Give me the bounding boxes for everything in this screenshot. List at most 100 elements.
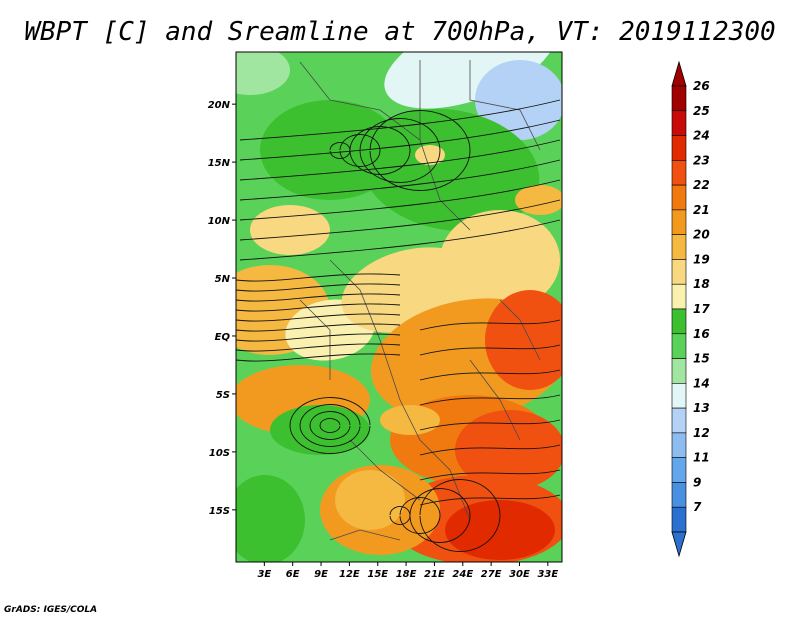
streamline <box>419 469 561 481</box>
colorbar-label: 21 <box>693 203 710 217</box>
streamline <box>409 488 471 543</box>
streamline <box>239 139 561 181</box>
colorbar-label: 23 <box>693 153 710 167</box>
streamline <box>236 323 401 332</box>
streamline <box>236 343 401 352</box>
lon-label: 24E <box>452 569 473 580</box>
streamline <box>236 283 401 292</box>
streamline <box>319 418 341 433</box>
lon-label: 18E <box>396 569 417 580</box>
streamline <box>339 134 381 167</box>
colorbar-label: 11 <box>693 451 710 465</box>
colorbar-segment <box>671 160 687 186</box>
colorbar-label: 25 <box>693 104 710 118</box>
streamline <box>329 142 351 159</box>
streamline <box>359 118 441 183</box>
colorbar-label: 24 <box>693 129 710 143</box>
lat-label: 20N <box>208 100 231 111</box>
streamline <box>419 369 561 381</box>
longitude-axis: 3E 6E 9E 12E 15E 18E 21E 24E 27E 30E 33E <box>257 562 558 580</box>
field-region <box>445 500 555 560</box>
colorbar-segment <box>671 407 687 434</box>
colorbar-segment <box>671 333 687 359</box>
streamline <box>419 444 561 456</box>
lon-label: 21E <box>424 569 445 580</box>
colorbar-label: 12 <box>693 426 710 440</box>
streamline <box>239 179 561 221</box>
lon-label: 33E <box>537 569 558 580</box>
field-region <box>270 405 370 455</box>
field-region <box>515 185 562 215</box>
colorbar-segment <box>671 506 687 533</box>
colorbar-segment <box>671 234 687 260</box>
colorbar-segment <box>671 432 687 458</box>
streamline <box>236 313 401 322</box>
streamline <box>236 293 401 302</box>
streamlines <box>236 99 561 552</box>
border-line <box>469 60 541 151</box>
colorbar-label: 13 <box>693 401 710 415</box>
field-region <box>440 210 560 310</box>
streamline <box>419 479 501 552</box>
border-line <box>299 61 471 231</box>
colorbar-segment <box>671 482 687 508</box>
colorbar-segment <box>671 283 687 310</box>
streamline <box>419 419 561 431</box>
streamline <box>239 219 561 261</box>
latitude-axis: 20N 15N 10N 5N EQ 5S 10S 15S <box>208 100 236 517</box>
streamline <box>239 119 561 161</box>
colorbar-bottom-arrow <box>671 531 687 558</box>
lon-label: 12E <box>339 569 360 580</box>
streamline <box>369 110 471 191</box>
streamline <box>239 159 561 201</box>
streamline <box>309 411 351 440</box>
lat-label: 5N <box>215 274 231 285</box>
border-line <box>329 529 401 541</box>
colorbar-segment <box>671 209 687 235</box>
lon-label: 27E <box>481 569 502 580</box>
streamline <box>236 303 401 312</box>
streamline <box>389 506 411 525</box>
lat-label: EQ <box>215 332 231 343</box>
lon-label: 3E <box>257 569 271 580</box>
colorbar-label: 15 <box>693 352 710 366</box>
colorbar-label: 7 <box>693 500 702 514</box>
border-line <box>349 439 421 501</box>
border-line <box>499 299 541 361</box>
colorbar-segment <box>671 457 687 483</box>
map-panel[interactable] <box>210 0 579 565</box>
border-line <box>299 299 331 380</box>
colorbar-segment <box>671 184 687 211</box>
field-region <box>485 290 562 390</box>
colorbar-segment <box>671 85 687 112</box>
colorbar-segment <box>671 383 687 409</box>
lat-label: 15N <box>208 158 231 169</box>
colorbar-segment <box>671 110 687 136</box>
lon-label: 30E <box>509 569 530 580</box>
lat-label: 10N <box>208 216 231 227</box>
lon-label: 6E <box>286 569 300 580</box>
colorbar-segment <box>671 259 687 285</box>
streamline <box>419 394 561 406</box>
shaded-field <box>236 52 562 562</box>
lon-label: 9E <box>314 569 328 580</box>
colorbar-label: 17 <box>693 302 710 316</box>
lat-label: 10S <box>209 448 230 459</box>
colorbar-label: 18 <box>693 277 710 291</box>
footer-credit: GrADS: IGES/COLA <box>4 605 97 615</box>
streamline <box>289 397 371 454</box>
field-region <box>335 470 405 530</box>
streamline <box>299 404 361 447</box>
streamline <box>236 333 401 342</box>
streamline <box>236 353 401 362</box>
lat-label: 5S <box>216 390 230 401</box>
streamline <box>239 199 561 241</box>
field-region <box>415 145 445 165</box>
map-frame <box>235 51 563 563</box>
colorbar-label: 26 <box>693 79 710 93</box>
colorbar-segment <box>671 358 687 384</box>
colorbar-label: 9 <box>693 475 701 489</box>
colorbar-label: 19 <box>693 252 710 266</box>
streamline <box>349 126 411 175</box>
